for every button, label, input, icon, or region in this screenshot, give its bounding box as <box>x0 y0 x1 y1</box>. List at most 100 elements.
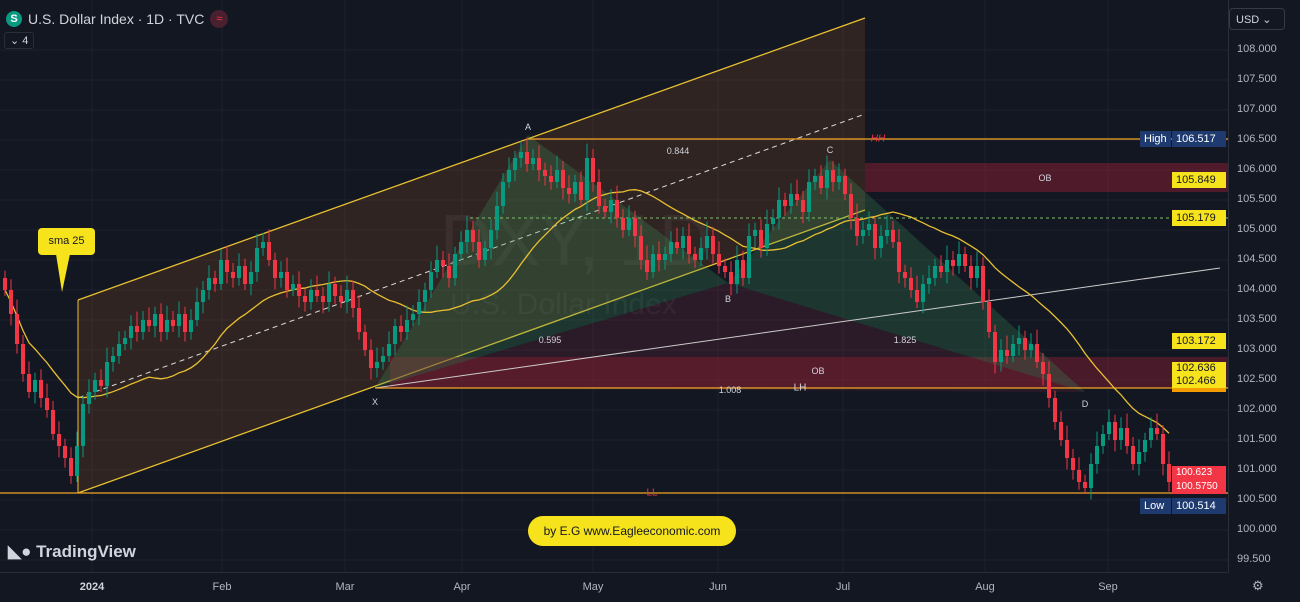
candle <box>537 158 541 170</box>
candle <box>435 260 439 272</box>
candle <box>381 356 385 362</box>
candle <box>1119 428 1123 440</box>
price-tick: 101.000 <box>1237 463 1277 475</box>
candle <box>657 254 661 260</box>
candle <box>915 290 919 302</box>
watermark-name: U.S. Dollar Index <box>450 290 677 320</box>
candle <box>297 284 301 296</box>
candle <box>183 314 187 332</box>
candle <box>1089 464 1093 488</box>
candle <box>675 242 679 248</box>
candle <box>309 290 313 302</box>
channel-lower <box>77 209 866 494</box>
candle <box>1065 440 1069 458</box>
ob-low-value: 102.466 <box>1176 375 1216 387</box>
candle <box>3 278 7 290</box>
candle <box>153 314 157 326</box>
channel-upper <box>77 17 866 301</box>
candle <box>63 446 67 458</box>
low-badge: 100.514 <box>1172 498 1226 514</box>
candle <box>237 266 241 278</box>
candle <box>945 260 949 272</box>
candle <box>375 362 379 368</box>
candle <box>621 218 625 230</box>
candle <box>327 284 331 302</box>
tradingview-logo[interactable]: ◣● TradingView <box>8 542 136 562</box>
candle <box>507 170 511 182</box>
candle <box>855 218 859 236</box>
candle <box>615 200 619 218</box>
candle <box>597 182 601 206</box>
price-tick: 105.000 <box>1237 223 1277 235</box>
legend-toggle-button[interactable]: ⌄ 4 <box>4 32 35 49</box>
candle <box>987 302 991 332</box>
time-tick: May <box>582 581 604 593</box>
candle <box>75 446 79 476</box>
chart-plot-area[interactable]: DXY, 1D U.S. Dollar Index sma 25 A B C D… <box>0 0 1228 572</box>
currency-select[interactable]: USD ⌄ <box>1229 8 1285 30</box>
time-tick: Jul <box>835 581 851 593</box>
candle <box>723 266 727 272</box>
candle <box>1071 458 1075 470</box>
candle <box>927 278 931 284</box>
price-tick: 103.500 <box>1237 313 1277 325</box>
candle <box>57 434 61 446</box>
high-badge: 106.517 <box>1172 131 1226 147</box>
tv-logo-icon: ◣● <box>8 542 37 561</box>
candle <box>393 326 397 344</box>
market-status-icon[interactable]: ≈ <box>210 10 229 28</box>
candle <box>969 266 973 278</box>
candle <box>267 242 271 260</box>
lh-label: LH <box>793 382 807 394</box>
candle <box>333 284 337 296</box>
time-tick: Jun <box>709 581 727 593</box>
time-tick: Mar <box>335 581 355 593</box>
time-tick: 2024 <box>79 581 105 593</box>
price-axis[interactable]: 108.000 107.500 107.000 106.500 106.000 105.5… <box>1228 0 1300 572</box>
harmonic-xab <box>375 135 728 388</box>
candle <box>255 248 259 272</box>
candle <box>573 182 577 194</box>
candle <box>729 272 733 284</box>
point-a-label: A <box>524 122 532 132</box>
sma-callout: sma 25 <box>38 228 95 255</box>
candle <box>1035 344 1039 362</box>
point-d-label: D <box>1081 399 1089 409</box>
time-axis[interactable]: 2024 Feb Mar Apr May Jun Jul Aug Sep <box>0 572 1228 602</box>
candle <box>771 218 775 224</box>
candle <box>195 302 199 320</box>
candle <box>489 230 493 248</box>
time-tick: Aug <box>975 581 995 593</box>
candle <box>807 182 811 212</box>
point-x-label: X <box>371 397 379 407</box>
chart-title[interactable]: U.S. Dollar Index · 1D · TVC <box>28 11 205 27</box>
candle <box>669 242 673 254</box>
candle <box>1041 362 1045 374</box>
candle <box>891 230 895 242</box>
point-c-label: C <box>826 145 834 155</box>
point-b-label: B <box>724 294 732 304</box>
candle <box>369 350 373 368</box>
tv-brand: TradingView <box>36 542 136 561</box>
candle <box>867 224 871 230</box>
candle <box>513 158 517 170</box>
candle <box>1059 422 1063 440</box>
ratio-0844: 0.844 <box>666 146 690 156</box>
price-tick: 105.500 <box>1237 193 1277 205</box>
candle <box>555 170 559 182</box>
candle <box>873 224 877 248</box>
candle <box>603 206 607 212</box>
candle <box>207 278 211 290</box>
candle <box>741 260 745 278</box>
candle <box>429 272 433 290</box>
candle <box>531 158 535 164</box>
candle <box>699 248 703 260</box>
candle <box>1107 422 1111 434</box>
candle <box>1155 428 1159 434</box>
ob-low-top-value: 102.636 <box>1176 362 1216 374</box>
ratio-1008: 1.008 <box>718 385 742 395</box>
candle <box>1161 434 1165 464</box>
settings-gear-icon[interactable]: ⚙ <box>1252 578 1264 593</box>
candle <box>903 272 907 278</box>
candle <box>963 254 967 266</box>
